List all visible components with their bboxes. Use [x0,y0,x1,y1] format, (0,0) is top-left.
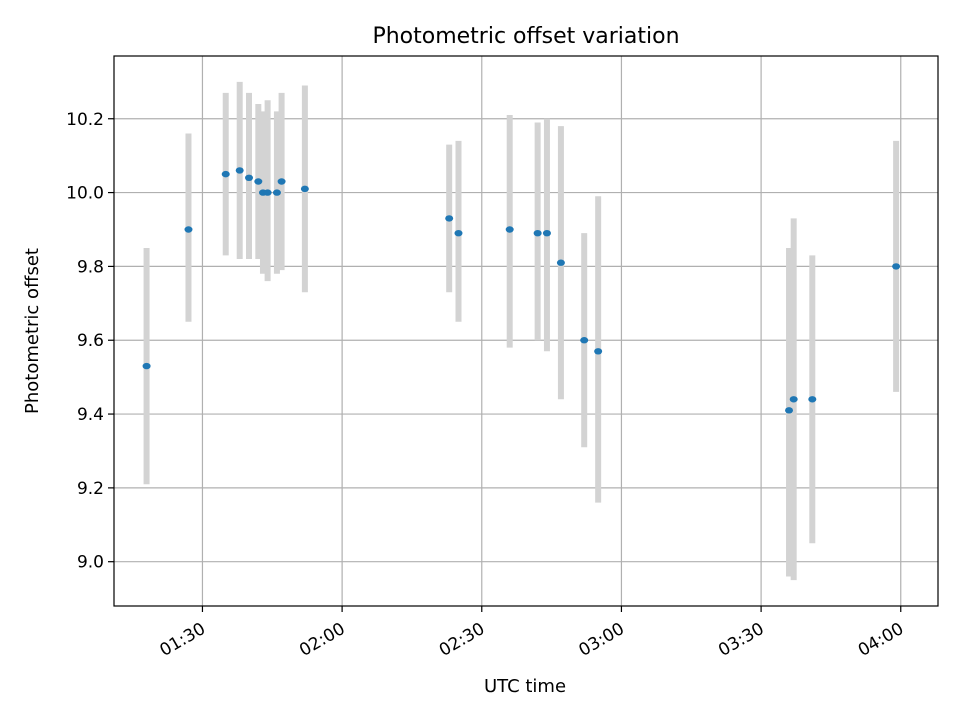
data-point [277,178,286,185]
data-point [533,229,542,237]
x-axis-label: UTC time [484,676,566,697]
data-point [580,337,589,344]
plot-frame [113,55,939,607]
y-axis-ticks: 9.0 9.2 9.4 9.6 9.8 10.0 10.2 [66,110,114,573]
y-axis-label: Photometric offset [22,248,43,414]
y-tick-label: 9.8 [77,257,104,277]
data-point [594,348,603,355]
data-point [542,229,551,237]
data-point [445,215,454,222]
data-point [808,396,817,403]
data-point [221,170,230,178]
y-tick-label: 10.0 [66,184,104,204]
data-point [184,226,193,233]
y-tick-label: 9.6 [77,331,104,351]
y-tick-label: 9.0 [77,553,104,573]
data-point [454,229,463,237]
data-point [300,185,309,193]
grid [114,56,938,606]
data-point [785,407,794,414]
y-tick-label: 9.4 [77,405,104,425]
y-tick-label: 9.2 [77,479,104,499]
data-point [272,189,281,196]
data-point [254,178,263,185]
data-point [789,396,798,403]
y-tick-label: 10.2 [66,110,104,130]
data-point [235,167,244,174]
data-points [142,167,901,414]
data-point [142,362,151,370]
data-point [892,263,901,270]
chart-title: Photometric offset variation [372,24,679,49]
data-point [556,259,565,266]
data-point [263,189,272,196]
data-point [505,226,514,233]
data-point [245,174,254,182]
